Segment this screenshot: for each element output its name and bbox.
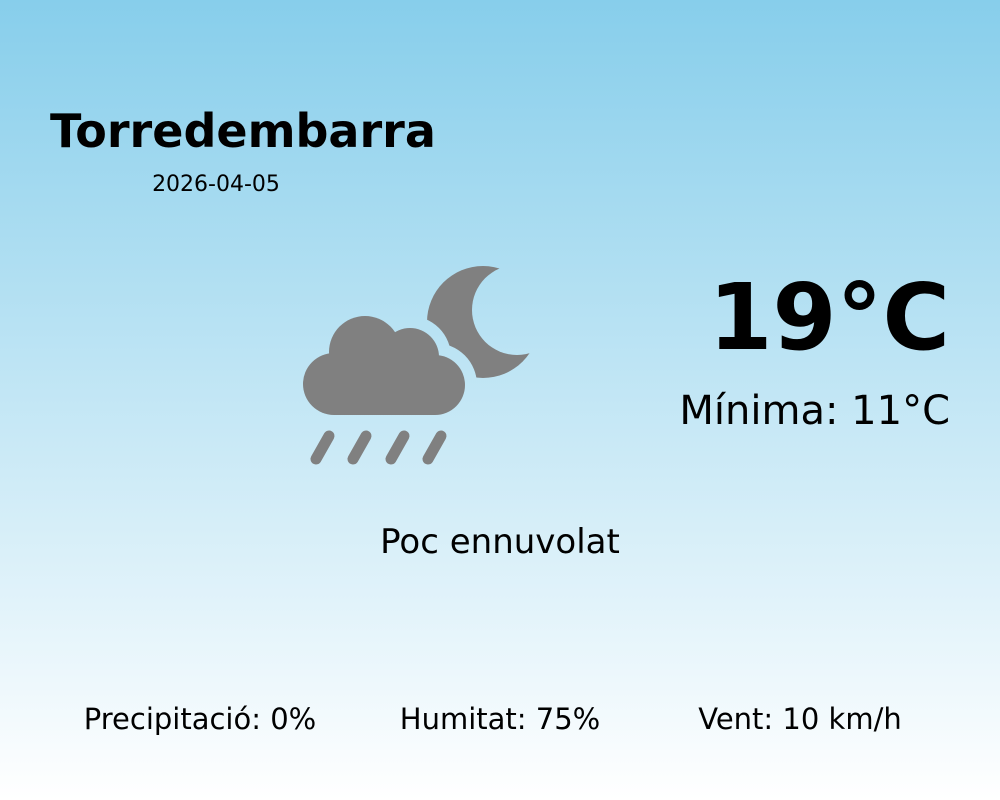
moon-shape (427, 266, 539, 378)
forecast-date: 2026-04-05 (152, 172, 280, 197)
current-temperature: 19°C (708, 264, 950, 371)
minimum-temperature: Mínima: 11°C (679, 388, 950, 434)
cloud-shape (303, 316, 465, 415)
weather-description: Poc ennuvolat (380, 522, 620, 562)
rain-drops (310, 430, 447, 465)
city-name: Torredembarra (50, 104, 436, 158)
wind-stat: Vent: 10 km/h (698, 702, 902, 736)
precipitation-stat: Precipitació: 0% (83, 702, 317, 736)
humidity-stat: Humitat: 75% (399, 702, 601, 736)
